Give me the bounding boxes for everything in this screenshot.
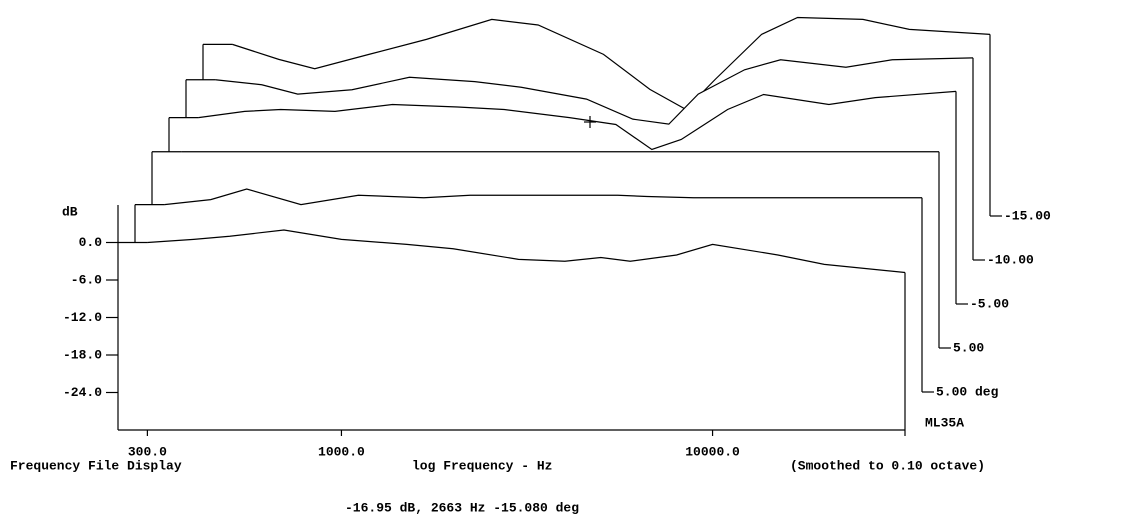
line-series (164, 188, 922, 206)
y-tick-label: 0.0 (79, 235, 103, 250)
y-tick-label: -12.0 (63, 310, 102, 325)
x-tick-label: 10000.0 (685, 444, 740, 459)
line-series (232, 16, 991, 111)
y-tick-label: -24.0 (63, 385, 102, 400)
legend-label: ML35A (925, 415, 964, 430)
line-series (198, 90, 957, 151)
y-tick-label: -18.0 (63, 347, 102, 362)
subtitle: (Smoothed to 0.10 octave) (790, 458, 985, 473)
line-series (215, 57, 974, 125)
legend-label: -10.00 (987, 252, 1034, 267)
x-axis-label: log Frequency - Hz (412, 458, 552, 473)
line-series (147, 229, 906, 274)
layer-mask (118, 230, 905, 430)
chart-title: Frequency File Display (10, 458, 182, 473)
x-tick-label: 1000.0 (318, 444, 365, 459)
plot-area: -15.00 -10.00 -5.00 5.00 5.00 deg ML35A 0.0 -6.… (63, 16, 1051, 459)
legend-label: 5.00 deg (936, 384, 999, 399)
y-tick-label: -6.0 (71, 272, 102, 287)
cursor-readout: -16.95 dB, 2663 Hz -15.080 deg (345, 500, 579, 515)
legend-label: -15.00 (1004, 208, 1051, 223)
cursor-marker (584, 116, 596, 128)
y-axis-label: dB (62, 204, 78, 219)
legend-label: -5.00 (970, 296, 1009, 311)
x-tick-label: 300.0 (128, 444, 167, 459)
legend-label: 5.00 (953, 340, 984, 355)
